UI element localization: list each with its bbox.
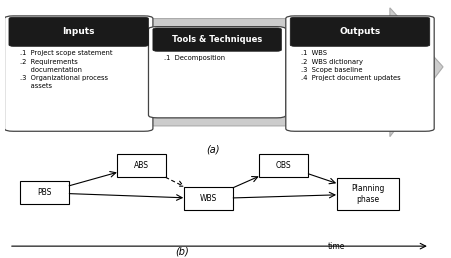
Polygon shape [9, 8, 442, 137]
FancyBboxPatch shape [152, 28, 281, 51]
Text: time: time [327, 242, 345, 251]
Text: PBS: PBS [37, 188, 51, 197]
FancyBboxPatch shape [336, 178, 398, 210]
FancyBboxPatch shape [285, 16, 433, 131]
Text: Outputs: Outputs [339, 27, 380, 36]
Text: .1  Decomposition: .1 Decomposition [164, 55, 225, 61]
Text: (a): (a) [206, 145, 219, 155]
FancyBboxPatch shape [9, 17, 148, 46]
Text: OBS: OBS [275, 161, 291, 170]
FancyBboxPatch shape [148, 27, 285, 118]
Text: Tools & Techniques: Tools & Techniques [172, 35, 262, 44]
FancyBboxPatch shape [5, 16, 152, 131]
Text: .1  WBS
.2  WBS dictionary
.3  Scope baseline
.4  Project document updates: .1 WBS .2 WBS dictionary .3 Scope baseli… [301, 50, 400, 81]
Text: ABS: ABS [134, 161, 149, 170]
FancyBboxPatch shape [184, 187, 232, 210]
Text: .1  Project scope statement
.2  Requirements
     documentation
.3  Organization: .1 Project scope statement .2 Requiremen… [20, 50, 112, 89]
Text: WBS: WBS [199, 194, 216, 203]
FancyBboxPatch shape [117, 154, 166, 177]
FancyBboxPatch shape [290, 17, 429, 46]
FancyBboxPatch shape [259, 154, 307, 177]
Text: (b): (b) [175, 247, 188, 257]
FancyBboxPatch shape [20, 181, 69, 204]
Text: Inputs: Inputs [62, 27, 95, 36]
Text: Planning
phase: Planning phase [350, 184, 384, 204]
